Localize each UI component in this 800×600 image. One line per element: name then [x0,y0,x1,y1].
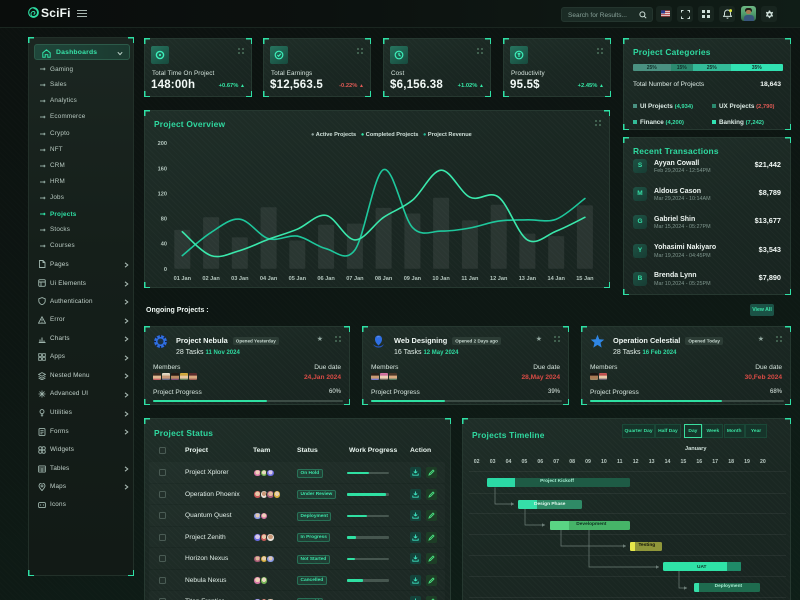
svg-text:10 Jan: 10 Jan [432,276,450,282]
svg-text:160: 160 [158,166,167,172]
svg-text:14 Jan: 14 Jan [547,276,565,282]
svg-text:06 Jan: 06 Jan [317,276,335,282]
svg-text:04 Jan: 04 Jan [260,276,278,282]
svg-text:12 Jan: 12 Jan [490,276,508,282]
svg-text:120: 120 [158,191,167,197]
svg-text:07 Jan: 07 Jan [346,276,364,282]
svg-text:200: 200 [158,141,167,147]
svg-text:40: 40 [161,242,167,248]
svg-text:11 Jan: 11 Jan [461,276,479,282]
svg-text:13 Jan: 13 Jan [519,276,537,282]
svg-text:15 Jan: 15 Jan [576,276,594,282]
svg-text:01 Jan: 01 Jan [174,276,192,282]
svg-text:02 Jan: 02 Jan [202,276,220,282]
svg-text:08 Jan: 08 Jan [375,276,393,282]
svg-text:09 Jan: 09 Jan [404,276,422,282]
svg-text:03 Jan: 03 Jan [231,276,249,282]
svg-text:80: 80 [161,217,167,223]
svg-text:05 Jan: 05 Jan [289,276,307,282]
svg-text:0: 0 [164,267,167,273]
